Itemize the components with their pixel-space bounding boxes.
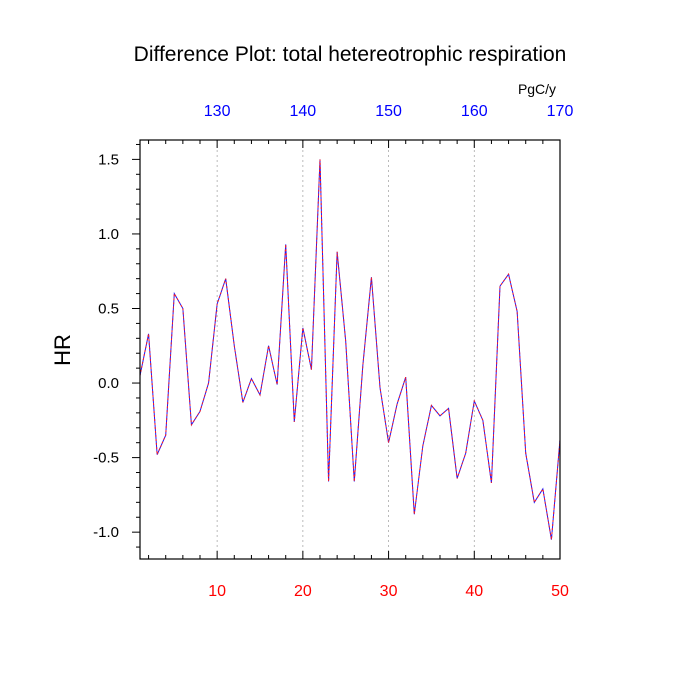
plot-area: 10 20 30 40 50 130 140 150 160 170 1.5 1.0 0.5 0.0 -0.… (93, 103, 573, 600)
y-tick-label: 1.5 (98, 151, 119, 168)
x-tick-label: 40 (465, 583, 483, 600)
top-axis-unit: PgC/y (518, 81, 556, 97)
y-tick-label: 1.0 (98, 226, 119, 243)
x-tick-label: 10 (208, 583, 226, 600)
y-tick-label: -1.0 (93, 524, 119, 541)
top-x-tick-label: 130 (204, 103, 231, 120)
top-x-tick-label: 150 (375, 103, 402, 120)
y-tick-label: 0.5 (98, 300, 119, 317)
x-tick-label: 50 (551, 583, 569, 600)
plot-frame (139, 139, 561, 560)
top-x-tick-label: 170 (547, 103, 574, 120)
top-x-tick-label: 160 (461, 103, 488, 120)
top-x-tick-label: 140 (290, 103, 317, 120)
y-axis-label: HR (50, 334, 75, 366)
x-tick-label: 20 (294, 583, 312, 600)
x-tick-label: 30 (380, 583, 398, 600)
y-tick-label: 0.0 (98, 375, 119, 392)
y-tick-label: -0.5 (93, 450, 119, 467)
series-line (139, 159, 561, 540)
series-line-dashed (139, 159, 561, 540)
chart-title: Difference Plot: total hetereotrophic re… (134, 43, 567, 66)
